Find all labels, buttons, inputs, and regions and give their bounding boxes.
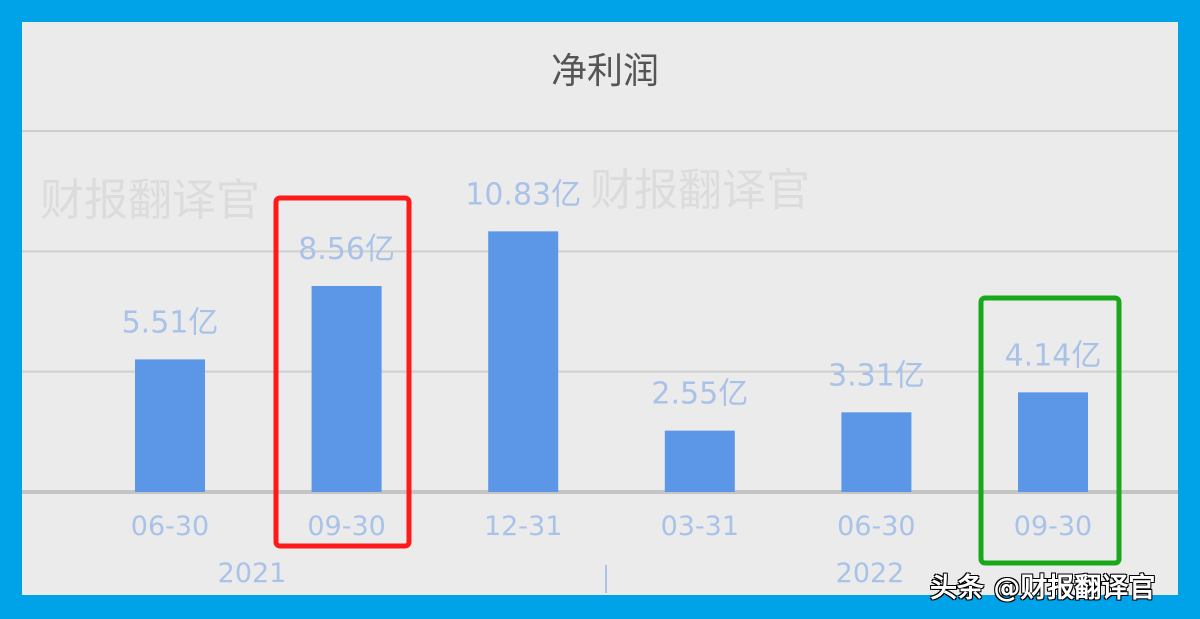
data-label: 3.31亿 [828,358,925,393]
bar-5 [1018,392,1088,492]
x-tick-label: 09-30 [1014,511,1092,542]
x-tick-label: 06-30 [131,511,209,542]
chart-title: 净利润 [551,51,659,92]
bar-3 [664,430,735,492]
year-label: 2021 [218,558,287,589]
x-tick-label: 06-30 [837,511,915,542]
chart-panel [22,22,1178,595]
bar-4 [841,412,912,492]
bar-0 [135,359,205,492]
data-label: 5.51亿 [122,305,219,340]
x-tick-label: 09-30 [307,511,385,542]
data-label: 10.83亿 [465,177,581,212]
bar-2 [488,231,559,492]
footer-watermark: 头条 @财报翻译官 [930,573,1156,604]
watermark-text: 财报翻译官 [590,165,810,216]
watermark-text: 财报翻译官 [40,175,260,226]
highlight-box-5 [978,295,1122,566]
data-label: 4.14亿 [1005,338,1102,373]
data-label: 8.56亿 [298,232,395,267]
data-label: 2.55亿 [651,377,748,412]
bar-1 [311,285,382,492]
highlight-box-1 [273,195,412,549]
year-label: 2022 [836,558,905,589]
x-tick-label: 12-31 [484,511,562,542]
x-tick-label: 03-31 [661,511,739,542]
